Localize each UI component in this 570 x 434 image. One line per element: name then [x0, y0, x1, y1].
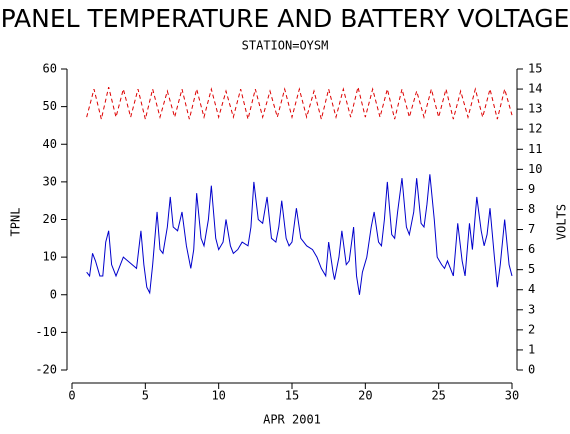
series-line — [86, 174, 513, 295]
y2-tick-label: 5 — [528, 262, 535, 276]
x-tick-label: 10 — [211, 389, 225, 403]
y-tick-label: 0 — [50, 287, 57, 301]
y2-tick-label: 13 — [528, 102, 542, 116]
y2-tick-label: 7 — [528, 222, 535, 236]
x-tick-label: 25 — [431, 389, 445, 403]
x-axis-label: APR 2001 — [263, 413, 321, 427]
x-tick-label: 0 — [68, 389, 75, 403]
y-tick-label: 30 — [43, 174, 57, 188]
y2-tick-label: 1 — [528, 342, 535, 356]
y-axis-label: TPNL — [9, 208, 23, 237]
chart-subtitle: STATION=OYSM — [242, 39, 329, 53]
y2-tick-label: 3 — [528, 302, 535, 316]
y2-tick-label: 2 — [528, 322, 535, 336]
x-tick-label: 15 — [285, 389, 299, 403]
y-tick-label: -20 — [35, 363, 57, 377]
y2-tick-label: 10 — [528, 162, 542, 176]
y-tick-label: 50 — [43, 99, 57, 113]
y2-tick-label: 0 — [528, 363, 535, 377]
y2-tick-label: 4 — [528, 282, 535, 296]
y2-axis-label: VOLTS — [555, 204, 569, 240]
y2-tick-label: 15 — [528, 62, 542, 76]
x-tick-label: 20 — [358, 389, 372, 403]
y-tick-label: -10 — [35, 325, 57, 339]
y-tick-label: 40 — [43, 137, 57, 151]
y-tick-label: 20 — [43, 212, 57, 226]
chart-title: PANEL TEMPERATURE AND BATTERY VOLTAGE — [1, 4, 570, 33]
y2-tick-label: 8 — [528, 202, 535, 216]
x-tick-label: 5 — [142, 389, 149, 403]
y-tick-label: 10 — [43, 250, 57, 264]
y2-tick-label: 9 — [528, 182, 535, 196]
y2-tick-label: 14 — [528, 82, 542, 96]
y2-tick-label: 11 — [528, 142, 542, 156]
series-line — [86, 86, 513, 120]
y2-tick-label: 12 — [528, 122, 542, 136]
y2-tick-label: 6 — [528, 242, 535, 256]
y-tick-label: 60 — [43, 62, 57, 76]
x-tick-label: 30 — [505, 389, 519, 403]
